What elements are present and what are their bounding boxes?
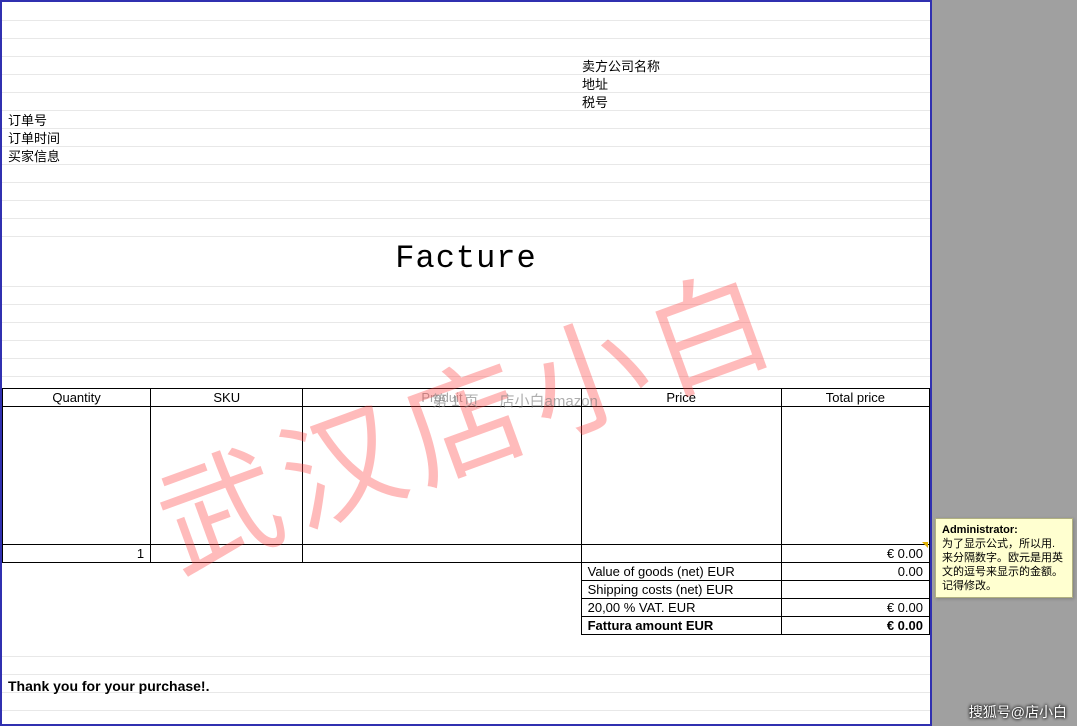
empty-cell [3, 599, 582, 617]
comment-indicator-icon[interactable] [922, 542, 928, 548]
cell-comment-tooltip: Administrator: 为了显示公式，所以用.来分隔数字。欧元是用英文的逗… [935, 518, 1073, 598]
vat-amount[interactable]: € 0.00 [781, 599, 929, 617]
comment-author: Administrator: [942, 523, 1066, 537]
value-of-goods-label[interactable]: Value of goods (net) EUR [581, 563, 781, 581]
shipping-amount[interactable] [781, 581, 929, 599]
buyer-info-block: 订单号 订单时间 买家信息 [8, 112, 60, 166]
cell-price[interactable] [581, 407, 781, 545]
summary-fattura: Fattura amount EUR € 0.00 [3, 617, 930, 635]
cell-sku[interactable] [151, 407, 303, 545]
col-total[interactable]: Total price [781, 389, 929, 407]
cell-quantity-value[interactable]: 1 [3, 545, 151, 563]
shipping-label[interactable]: Shipping costs (net) EUR [581, 581, 781, 599]
seller-company[interactable]: 卖方公司名称 [582, 58, 660, 76]
fattura-label[interactable]: Fattura amount EUR [581, 617, 781, 635]
order-number[interactable]: 订单号 [8, 112, 60, 130]
empty-cell [3, 581, 582, 599]
seller-info-block: 卖方公司名称 地址 税号 [582, 58, 660, 112]
summary-shipping: Shipping costs (net) EUR [3, 581, 930, 599]
cell-product[interactable] [303, 407, 581, 545]
spreadsheet-sheet: 卖方公司名称 地址 税号 订单号 订单时间 买家信息 Facture Quant… [0, 0, 932, 726]
col-quantity[interactable]: Quantity [3, 389, 151, 407]
cell-price-value[interactable] [581, 545, 781, 563]
cell-total-value[interactable]: € 0.00 [781, 545, 929, 563]
thank-you-message: Thank you for your purchase!. [8, 678, 209, 694]
summary-value-of-goods: Value of goods (net) EUR 0.00 [3, 563, 930, 581]
col-product[interactable]: Produit [303, 389, 581, 407]
col-price[interactable]: Price [581, 389, 781, 407]
fattura-amount[interactable]: € 0.00 [781, 617, 929, 635]
image-credit: 搜狐号@店小白 [969, 702, 1067, 722]
vat-label[interactable]: 20,00 % VAT. EUR [581, 599, 781, 617]
empty-cell [3, 617, 582, 635]
cell-sku-value[interactable] [151, 545, 303, 563]
buyer-details[interactable]: 买家信息 [8, 148, 60, 166]
col-sku[interactable]: SKU [151, 389, 303, 407]
empty-cell [3, 563, 582, 581]
table-row [3, 407, 930, 545]
invoice-table-wrap: Quantity SKU Produit Price Total price 1… [2, 388, 930, 635]
cell-total[interactable] [781, 407, 929, 545]
invoice-table: Quantity SKU Produit Price Total price 1… [2, 388, 930, 635]
summary-vat: 20,00 % VAT. EUR € 0.00 [3, 599, 930, 617]
table-row: 1 € 0.00 [3, 545, 930, 563]
comment-body: 为了显示公式，所以用.来分隔数字。欧元是用英文的逗号来显示的金额。记得修改。 [942, 537, 1066, 593]
order-time[interactable]: 订单时间 [8, 130, 60, 148]
cell-product-value[interactable] [303, 545, 581, 563]
value-of-goods-amount[interactable]: 0.00 [781, 563, 929, 581]
cell-quantity[interactable] [3, 407, 151, 545]
seller-address[interactable]: 地址 [582, 76, 660, 94]
seller-tax-id[interactable]: 税号 [582, 94, 660, 112]
table-header-row: Quantity SKU Produit Price Total price [3, 389, 930, 407]
invoice-title: Facture [2, 240, 930, 277]
